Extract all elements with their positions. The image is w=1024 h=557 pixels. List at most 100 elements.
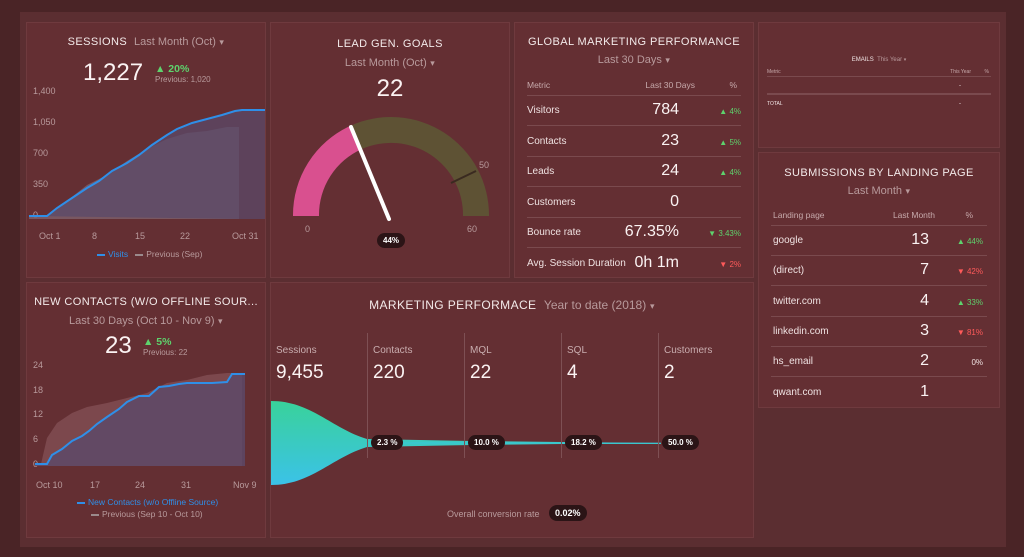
metric-value: 24 bbox=[661, 162, 679, 179]
emails-widget[interactable]: EMAILS This Year ▾ Metric This Year % - … bbox=[758, 22, 1000, 148]
global-title: GLOBAL MARKETING PERFORMANCE bbox=[528, 36, 740, 48]
page-value: 13 bbox=[911, 231, 929, 248]
metric-change: ▲ 4% bbox=[719, 168, 741, 177]
sessions-title: SESSIONS bbox=[67, 36, 128, 48]
submissions-table-row: hs_email 2 0% bbox=[771, 347, 987, 378]
overall-label: Overall conversion rate bbox=[447, 509, 540, 519]
page-value: 2 bbox=[920, 352, 929, 370]
funnel-stage-contacts: Contacts 220 bbox=[373, 345, 412, 384]
visits-area bbox=[29, 110, 265, 219]
global-table-row: Avg. Session Duration 0h 1m ▼ 2% bbox=[527, 249, 741, 278]
y-tick: 1,400 bbox=[33, 86, 56, 96]
funnel-period[interactable]: Year to date (2018) bbox=[543, 298, 647, 312]
chevron-down-icon[interactable]: ▾ bbox=[905, 186, 911, 196]
metric-name: Contacts bbox=[527, 135, 567, 147]
metric-change: ▲ 4% bbox=[719, 107, 741, 116]
stage-value: 2 bbox=[664, 362, 675, 383]
emails-period[interactable]: This Year bbox=[877, 57, 903, 63]
stage-divider bbox=[464, 333, 465, 458]
overall-value: 0.02% bbox=[549, 505, 587, 521]
visits-line bbox=[29, 109, 265, 217]
col-percent: % bbox=[965, 210, 973, 220]
submissions-period[interactable]: Last Month bbox=[847, 185, 903, 197]
funnel-header: MARKETING PERFORMACE Year to date (2018)… bbox=[271, 298, 753, 312]
funnel-chart bbox=[271, 401, 661, 485]
col-page: Landing page bbox=[773, 210, 825, 220]
chevron-down-icon[interactable]: ▾ bbox=[903, 57, 907, 63]
emails-total-value: - bbox=[959, 101, 961, 107]
stage-value: 9,455 bbox=[276, 362, 324, 383]
global-table-row: Contacts 23 ▲ 5% bbox=[527, 127, 741, 157]
x-tick: 15 bbox=[135, 231, 146, 241]
global-table-row: Customers 0 bbox=[527, 188, 741, 218]
y-tick: 700 bbox=[33, 148, 49, 158]
funnel-stage-sessions: Sessions 9,455 bbox=[276, 345, 324, 384]
metric-value: 0 bbox=[670, 192, 679, 210]
metric-name: Customers bbox=[527, 196, 576, 208]
emails-total-label: TOTAL bbox=[767, 101, 783, 107]
col-metric: Metric bbox=[527, 80, 551, 90]
legend-current: New Contacts (w/o Offline Source) bbox=[88, 497, 219, 507]
submissions-period-wrap[interactable]: Last Month ▾ bbox=[759, 185, 999, 197]
stage-label: Sessions bbox=[276, 345, 317, 356]
metric-name: Visitors bbox=[527, 105, 560, 116]
contacts-title: NEW CONTACTS (W/O OFFLINE SOUR... bbox=[34, 296, 258, 308]
metric-value: 67.35% bbox=[624, 223, 679, 240]
marketing-funnel-widget[interactable]: MARKETING PERFORMACE Year to date (2018)… bbox=[270, 282, 754, 538]
funnel-title: MARKETING PERFORMACE bbox=[369, 298, 537, 312]
page-change: 0% bbox=[971, 358, 983, 368]
lead-goals-gauge bbox=[292, 117, 490, 221]
landing-page: (direct) bbox=[773, 265, 805, 277]
global-period[interactable]: Last 30 Days bbox=[597, 54, 662, 66]
stage-label: Customers bbox=[664, 345, 713, 356]
contacts-period[interactable]: Last 30 Days (Oct 10 - Nov 9) bbox=[69, 315, 215, 327]
col-percent: % bbox=[729, 80, 737, 90]
chevron-down-icon[interactable]: ▾ bbox=[665, 55, 671, 65]
global-table-header: Metric Last 30 Days % bbox=[527, 76, 741, 96]
submissions-title: SUBMISSIONS BY LANDING PAGE bbox=[784, 167, 974, 179]
emails-table-header: Metric This Year % bbox=[767, 69, 991, 77]
col-metric: Metric bbox=[767, 69, 781, 75]
chevron-down-icon[interactable]: ▾ bbox=[649, 301, 655, 311]
contacts-line bbox=[35, 373, 245, 465]
chevron-down-icon[interactable]: ▾ bbox=[430, 58, 436, 68]
lead-goals-period[interactable]: Last Month (Oct) bbox=[344, 57, 427, 69]
sessions-period[interactable]: Last Month (Oct) bbox=[134, 36, 216, 48]
page-value: 7 bbox=[920, 261, 929, 279]
lead-goals-title: LEAD GEN. GOALS bbox=[337, 38, 443, 50]
new-contacts-widget[interactable]: NEW CONTACTS (W/O OFFLINE SOUR... Last 3… bbox=[26, 282, 266, 538]
global-table-row: Visitors 784 ▲ 4% bbox=[527, 96, 741, 126]
funnel-stage-mql: MQL 22 bbox=[470, 345, 492, 384]
submissions-table-row: (direct) 7 ▼ 42% bbox=[771, 256, 987, 287]
page-change: ▲ 33% bbox=[956, 297, 983, 307]
y-tick: 1,050 bbox=[33, 117, 56, 127]
y-tick: 6 bbox=[33, 434, 39, 444]
metric-value: 23 bbox=[661, 131, 679, 149]
lead-goals-widget[interactable]: LEAD GEN. GOALS Last Month (Oct) ▾ 22 0 … bbox=[270, 22, 510, 278]
gauge-goal-mark bbox=[450, 170, 477, 184]
gauge-progress bbox=[292, 126, 362, 216]
contacts-period-wrap[interactable]: Last 30 Days (Oct 10 - Nov 9) ▾ bbox=[27, 315, 265, 327]
x-tick: 24 bbox=[135, 480, 146, 490]
submissions-table-row: twitter.com 4 ▲ 33% bbox=[771, 287, 987, 317]
sessions-value: 1,227 bbox=[83, 59, 144, 86]
contacts-change: ▲ 5% bbox=[143, 336, 172, 348]
submissions-widget[interactable]: SUBMISSIONS BY LANDING PAGE Last Month ▾… bbox=[758, 152, 1000, 408]
col-period: Last Month bbox=[892, 210, 935, 220]
x-tick: 17 bbox=[90, 480, 101, 490]
sessions-widget[interactable]: SESSIONS Last Month (Oct) ▾ 1,227 ▲ 20% … bbox=[26, 22, 266, 278]
chevron-down-icon[interactable]: ▾ bbox=[218, 316, 223, 326]
lead-goals-period-wrap[interactable]: Last Month (Oct) ▾ bbox=[271, 57, 509, 69]
global-performance-widget[interactable]: GLOBAL MARKETING PERFORMANCE Last 30 Day… bbox=[514, 22, 754, 278]
stage-divider bbox=[658, 333, 659, 458]
x-tick: 31 bbox=[181, 480, 192, 490]
global-period-wrap[interactable]: Last 30 Days ▾ bbox=[515, 54, 753, 66]
chevron-down-icon[interactable]: ▾ bbox=[219, 37, 225, 47]
x-tick: 8 bbox=[92, 231, 98, 241]
stage-value: 4 bbox=[567, 362, 578, 383]
submissions-table-row: google 13 ▲ 44% bbox=[771, 226, 987, 256]
submissions-table-header: Landing page Last Month % bbox=[771, 206, 987, 226]
emails-title: EMAILS bbox=[851, 57, 874, 63]
landing-page: qwant.com bbox=[773, 386, 822, 398]
submissions-table-row: linkedin.com 3 ▼ 81% bbox=[771, 317, 987, 347]
